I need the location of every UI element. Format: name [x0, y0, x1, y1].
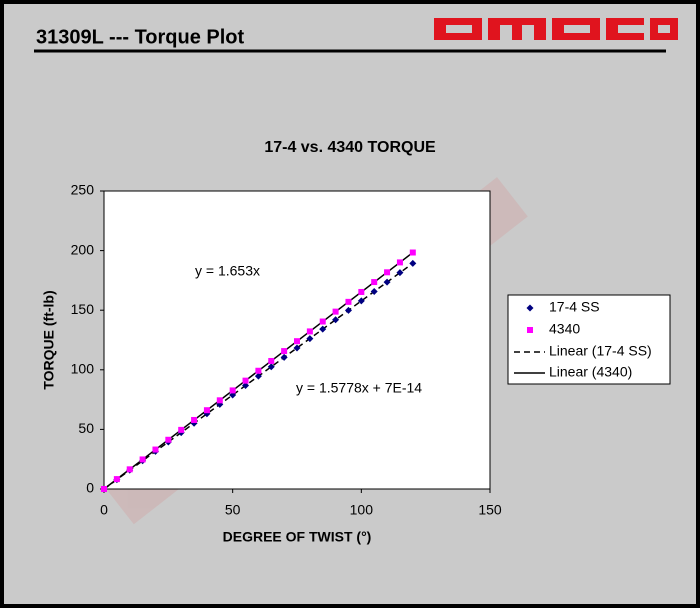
square-marker [294, 338, 300, 345]
square-marker [332, 308, 339, 315]
square-marker [165, 436, 172, 443]
x-tick-label: 0 [100, 502, 108, 518]
square-marker [242, 377, 249, 384]
diamond-marker [396, 269, 404, 277]
square-marker [101, 486, 107, 492]
x-tick-label: 100 [350, 502, 374, 518]
diamond-marker [306, 335, 314, 343]
diamond-marker [370, 287, 378, 295]
diamond-marker [293, 344, 301, 352]
diamond-marker [383, 278, 391, 286]
diamond-marker [357, 297, 365, 305]
square-marker [139, 456, 146, 463]
diamond-marker [332, 316, 340, 324]
square-marker [527, 327, 533, 333]
diamond-marker [344, 306, 352, 314]
square-marker [191, 416, 198, 423]
legend-label: Linear (4340) [549, 364, 632, 380]
y-tick-label: 200 [71, 241, 95, 257]
diamond-marker [280, 353, 288, 361]
legend-label: 4340 [549, 321, 580, 337]
square-marker [409, 249, 416, 256]
trendline-equation: y = 1.5778x + 7E-14 [296, 380, 422, 396]
square-marker [255, 367, 262, 374]
square-marker [203, 407, 210, 414]
legend [507, 294, 671, 385]
square-marker [216, 397, 223, 404]
square-marker [358, 288, 365, 295]
square-marker [345, 298, 352, 305]
y-tick-label: 100 [71, 361, 95, 377]
legend-label: Linear (17-4 SS) [549, 343, 652, 359]
square-marker [113, 476, 120, 483]
diamond-marker [409, 259, 417, 267]
diamond-marker [526, 304, 534, 312]
y-tick-label: 50 [78, 420, 94, 436]
square-marker [126, 466, 133, 473]
trendline-equation: y = 1.653x [195, 263, 260, 279]
header-title: 31309L --- Torque Plot [36, 26, 245, 48]
square-marker [396, 259, 403, 266]
square-marker [371, 279, 378, 286]
y-axis-label: TORQUE (ft-lb) [41, 290, 57, 389]
square-marker [306, 328, 313, 335]
x-tick-label: 150 [478, 502, 502, 518]
diamond-marker [254, 372, 262, 380]
y-tick-label: 250 [71, 182, 95, 198]
square-marker [229, 387, 236, 394]
logo [434, 18, 678, 40]
square-marker [178, 426, 185, 433]
x-tick-label: 50 [225, 502, 241, 518]
square-marker [384, 269, 391, 276]
diamond-marker [267, 363, 275, 371]
diamond-marker [242, 382, 250, 390]
diamond-marker [319, 325, 327, 333]
legend-label: 17-4 SS [549, 299, 600, 315]
square-marker [319, 318, 326, 325]
y-tick-label: 0 [86, 480, 94, 496]
x-axis-label: DEGREE OF TWIST (°) [223, 529, 372, 545]
square-marker [268, 357, 275, 364]
square-marker [281, 348, 288, 355]
chart-title: 17-4 vs. 4340 TORQUE [264, 139, 436, 156]
square-marker [152, 446, 159, 453]
y-tick-label: 150 [71, 301, 95, 317]
